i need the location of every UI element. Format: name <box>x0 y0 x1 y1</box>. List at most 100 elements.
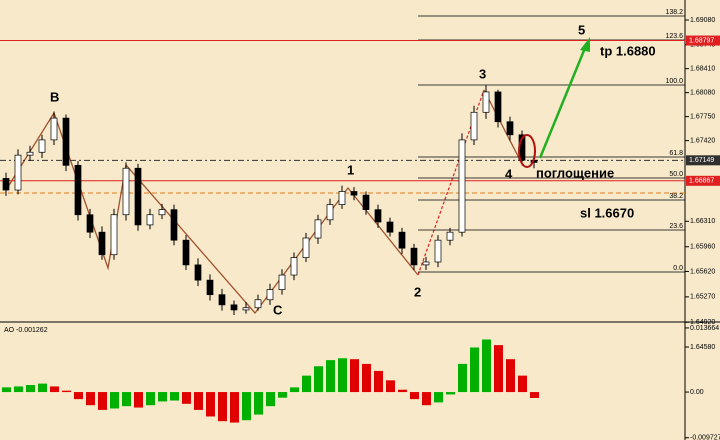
wave-label: C <box>273 302 283 317</box>
ao-bar <box>290 387 299 393</box>
candle-body <box>398 231 406 249</box>
ao-bar <box>326 360 335 393</box>
candle-body <box>362 194 370 211</box>
price-marker-box <box>686 35 720 46</box>
candle-body <box>134 167 142 226</box>
ao-bar <box>398 389 407 393</box>
y-tick-label: 1.64920 <box>690 319 715 326</box>
candle-body <box>434 239 442 263</box>
candle-body <box>206 279 214 296</box>
candle-body <box>86 214 94 233</box>
candle-body <box>74 164 82 216</box>
ao-bar <box>242 392 251 421</box>
candle-body <box>374 209 382 223</box>
ao-bar <box>434 392 443 403</box>
sl-label: sl 1.6670 <box>580 205 634 220</box>
ao-bar <box>50 386 59 393</box>
tp-label: tp 1.6880 <box>600 43 656 58</box>
fib-label: 38.2 <box>669 193 683 200</box>
candle-body <box>458 139 466 233</box>
y-tick-label: 1.67420 <box>690 137 715 144</box>
candle-body <box>158 209 166 216</box>
ao-bar <box>2 387 11 393</box>
candle-body <box>338 191 346 205</box>
indicator-title: AO -0.001262 <box>4 327 48 334</box>
candle-body <box>50 117 58 141</box>
candle-body <box>62 117 70 166</box>
ao-bar <box>86 392 95 406</box>
ao-bar <box>134 392 143 408</box>
ao-bar <box>338 358 347 393</box>
ao-bar <box>278 392 287 398</box>
candle-body <box>194 264 202 281</box>
candle-body <box>98 231 106 256</box>
candle-body <box>38 139 46 153</box>
ao-bar <box>98 392 107 410</box>
pattern-label: поглощение <box>536 165 614 180</box>
ao-bar <box>482 339 491 393</box>
ao-bar <box>230 392 239 423</box>
y-tick-label: 1.65620 <box>690 268 715 275</box>
candle-body <box>26 151 34 156</box>
candle-body <box>122 167 130 216</box>
y-tick-label: -0.009727 <box>690 435 720 440</box>
ao-bar <box>314 366 323 393</box>
ao-bar <box>206 392 215 417</box>
candle-body <box>110 214 118 256</box>
ao-bar <box>110 392 119 409</box>
candle-body <box>326 204 334 221</box>
price-marker-label: 1.67149 <box>689 157 714 164</box>
price-marker-box <box>686 175 720 186</box>
y-tick-label: 1.68410 <box>690 66 715 73</box>
ao-bar <box>146 392 155 406</box>
candle-body <box>470 111 478 141</box>
ao-bar <box>170 392 179 401</box>
wave-line <box>417 89 485 276</box>
candle-body <box>170 209 178 241</box>
wave-label: B <box>50 89 59 104</box>
ao-bar <box>494 345 503 393</box>
candle-body <box>446 231 454 241</box>
candle-body <box>146 214 154 226</box>
fib-label: 50.0 <box>669 171 683 178</box>
ao-bar <box>446 392 455 395</box>
ao-bar <box>14 386 23 393</box>
ao-bar <box>506 359 515 393</box>
price-marker-label: 1.68797 <box>689 37 714 44</box>
y-tick-label: 1.69080 <box>690 17 715 24</box>
ao-bar <box>302 375 311 393</box>
ao-bar <box>122 392 131 407</box>
candle-body <box>386 221 394 233</box>
candle-body <box>482 91 490 113</box>
candle-body <box>182 239 190 266</box>
candle-body <box>422 261 430 266</box>
candle-body <box>302 237 310 258</box>
candle-body <box>290 257 298 276</box>
ao-bar <box>266 392 275 407</box>
candle-body <box>254 299 262 309</box>
fib-label: 23.6 <box>669 223 683 230</box>
ao-bar <box>422 392 431 406</box>
price-marker-label: 1.66867 <box>689 178 714 185</box>
ao-bar <box>470 347 479 393</box>
y-tick-label: 0.013664 <box>690 325 719 332</box>
candle-body <box>350 191 358 196</box>
ao-bar <box>74 392 83 400</box>
arrow <box>538 47 587 159</box>
y-tick-label: 0.00 <box>690 389 704 396</box>
fib-label: 123.6 <box>665 33 683 40</box>
y-tick-label: 1.65270 <box>690 294 715 301</box>
ao-bar <box>386 380 395 393</box>
candle-body <box>2 178 10 191</box>
wave-label: 2 <box>414 284 421 299</box>
ao-bar <box>182 392 191 404</box>
candle-body <box>278 274 286 290</box>
fib-label: 0.0 <box>673 265 683 272</box>
fib-label: 100.0 <box>665 78 683 85</box>
ao-bar <box>458 363 467 393</box>
ao-bar <box>218 392 227 422</box>
candle-body <box>506 121 514 136</box>
ao-bar <box>530 392 539 398</box>
ao-bar <box>410 392 419 400</box>
